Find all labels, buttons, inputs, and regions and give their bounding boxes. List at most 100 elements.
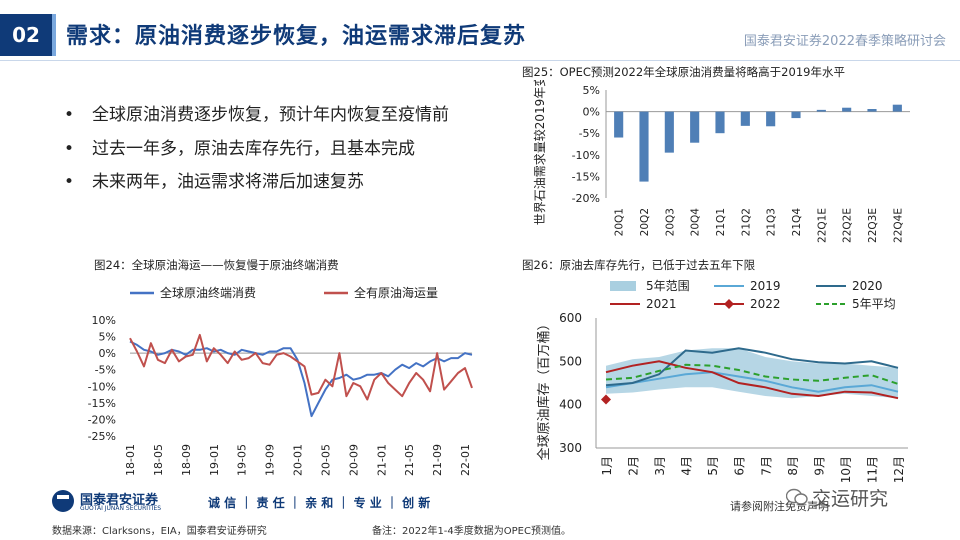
- fig24-y-tick: -5%: [95, 364, 116, 377]
- fig26-x-tick: 2月: [627, 456, 641, 476]
- fig26-x-tick: 4月: [680, 456, 694, 476]
- fig26-y-label: 全球原油库存（百万桶）: [536, 317, 552, 460]
- fig25-title: 图25：OPEC预测2022年全球原油消费量将略高于2019年水平: [522, 65, 845, 79]
- fig26-chart: 5年范围 2019 2020 2021 2022 5年平均 600 500 400 300 全球原油…: [536, 279, 908, 483]
- fig25-x-tick: 22Q1E: [816, 208, 828, 243]
- fig24-series-line: [129, 333, 473, 401]
- fig24-x-tick: 20-05: [319, 444, 332, 476]
- fig24-title: 图24：全球原油海运——恢复慢于原油终端消费: [94, 258, 339, 272]
- fig26-title: 图26：原油去库存先行，已低于过去五年下限: [522, 258, 756, 272]
- fig25-bar: [867, 109, 877, 112]
- fig26-x-tick: 6月: [733, 456, 747, 476]
- fig24-y-tick: -25%: [88, 430, 116, 443]
- fig26-y-tick: 400: [559, 398, 582, 412]
- fig24-x-tick: 18-05: [152, 444, 165, 476]
- fig24-x-tick: 20-09: [347, 444, 360, 476]
- wechat-icon: [786, 488, 808, 505]
- fig25-bar: [639, 111, 649, 182]
- fig26-series-line: [605, 371, 899, 393]
- fig25-bar: [690, 111, 700, 143]
- fig25-bar: [715, 111, 725, 134]
- fig25-x-tick: 22Q3E: [867, 208, 879, 243]
- fig26-x-tick: 1月: [600, 456, 614, 476]
- data-note: 备注：2022年1-4季度数据为OPEC预测值。: [372, 526, 571, 537]
- fig25-x-tick: 20Q3: [664, 208, 676, 236]
- bullet-item: • 未来两年，油运需求将滞后加速复苏: [64, 167, 364, 192]
- bullet-text: 全球原油消费逐步恢复，预计年内恢复至疫情前: [92, 105, 449, 125]
- fig25-chart: 5% 0% -5% -10% -15% -20% 20Q1 20Q2 20Q3 20Q4 21Q1 2…: [532, 80, 910, 243]
- fig26-x-tick: 11月: [865, 456, 879, 483]
- fig25-y-label: 世界石油需求量较2019年变化: [532, 80, 547, 225]
- fig26-legend-label: 5年范围: [646, 279, 690, 293]
- fig24-y-tick: -15%: [88, 397, 116, 410]
- fig24-x-tick: 19-01: [208, 444, 221, 476]
- bullet-item: • 全球原油消费逐步恢复，预计年内恢复至疫情前: [64, 100, 449, 125]
- fig24-x-tick: 19-09: [264, 444, 277, 476]
- fig25-bar: [791, 111, 801, 119]
- fig26-legend-swatch: [610, 281, 636, 291]
- fig25-y-tick: -20%: [572, 192, 600, 205]
- fig25-bar: [740, 111, 750, 126]
- fig26-x-tick: 10月: [839, 456, 853, 483]
- fig24-x-tick: 20-01: [292, 444, 305, 476]
- fig25-x-tick: 22Q4E: [892, 208, 904, 243]
- fig25-bar: [614, 111, 624, 138]
- fig25-y-tick: 0%: [583, 106, 600, 119]
- slide-number-accent: [52, 14, 56, 56]
- fig24-x-tick: 21-09: [431, 444, 444, 476]
- fig25-y-tick: -5%: [579, 127, 600, 140]
- fig26-y-tick: 600: [559, 311, 582, 325]
- fig25-x-tick: 20Q4: [690, 208, 702, 237]
- fig26-x-tick: 5月: [706, 456, 720, 476]
- fig25-bar: [892, 104, 902, 112]
- fig25-x-tick: 22Q2E: [842, 208, 854, 243]
- fig26-x-tick: 8月: [786, 456, 800, 476]
- wechat-account: 交运研究: [812, 488, 889, 510]
- fig25-x-tick: 21Q2: [740, 208, 752, 236]
- fig25-bar: [664, 111, 674, 153]
- fig25-bar: [816, 109, 826, 112]
- fig24-y-tick: -10%: [88, 380, 116, 393]
- fig24-chart: 全球原油终端消费 全有原油海运量 10% 5% 0% -5% -10% -15% -20% -25…: [88, 285, 473, 476]
- fig24-x-tick: 19-05: [236, 444, 249, 476]
- fig25-y-tick: 5%: [583, 84, 600, 97]
- bullet-symbol: •: [64, 139, 75, 159]
- fig26-y-tick: 300: [559, 441, 582, 455]
- fig24-y-tick: 5%: [99, 331, 116, 344]
- fig24-x-tick: 18-09: [180, 444, 193, 476]
- fig26-legend-label: 2020: [852, 279, 883, 293]
- fig24-y-tick: 10%: [92, 314, 116, 327]
- fig25-y-tick: -15%: [572, 170, 600, 183]
- fig24-y-tick: 0%: [99, 347, 116, 360]
- logo-name-en: GUOTAI JUNAN SECURITIES: [80, 505, 162, 512]
- company-logo: 国泰君安证券 GUOTAI JUNAN SECURITIES: [52, 486, 202, 516]
- bullet-item: • 过去一年多，原油去库存先行，且基本完成: [64, 134, 415, 159]
- fig24-y-tick: -20%: [88, 413, 116, 426]
- logo-mark-icon: [52, 490, 74, 512]
- fig26-legend-label: 2019: [750, 279, 781, 293]
- fig24-x-tick: 21-01: [375, 444, 388, 476]
- slide-number: 02: [0, 14, 52, 56]
- slide-title: 需求：原油消费逐步恢复，油运需求滞后复苏: [66, 24, 527, 49]
- fig25-bar: [842, 107, 852, 112]
- logo-mark-bar: [57, 495, 69, 499]
- fig26-x-tick: 12月: [892, 456, 906, 483]
- fig24-series-line: [129, 340, 473, 418]
- fig24-x-tick: 22-01: [459, 444, 472, 476]
- bullet-symbol: •: [64, 105, 75, 125]
- fig25-bar: [766, 111, 776, 127]
- fig25-x-tick: 21Q3: [766, 208, 778, 236]
- fig26-y-tick: 500: [559, 354, 582, 368]
- fig26-series-line: [605, 360, 899, 400]
- fig25-x-tick: 20Q1: [614, 208, 626, 236]
- fig26-legend-marker: [724, 299, 734, 309]
- fig25-x-tick: 21Q4: [791, 208, 803, 237]
- bullet-symbol: •: [64, 172, 75, 192]
- bullet-text: 过去一年多，原油去库存先行，且基本完成: [92, 139, 415, 159]
- fig24-legend-label: 全球原油终端消费: [160, 285, 256, 300]
- fig26-x-tick: 7月: [759, 456, 773, 476]
- fig26-legend-label: 5年平均: [852, 297, 896, 311]
- data-source: 数据来源：Clarksons，EIA，国泰君安证券研究: [52, 526, 267, 537]
- fig24-x-tick: 21-05: [403, 444, 416, 476]
- fig26-x-tick: 9月: [812, 456, 826, 476]
